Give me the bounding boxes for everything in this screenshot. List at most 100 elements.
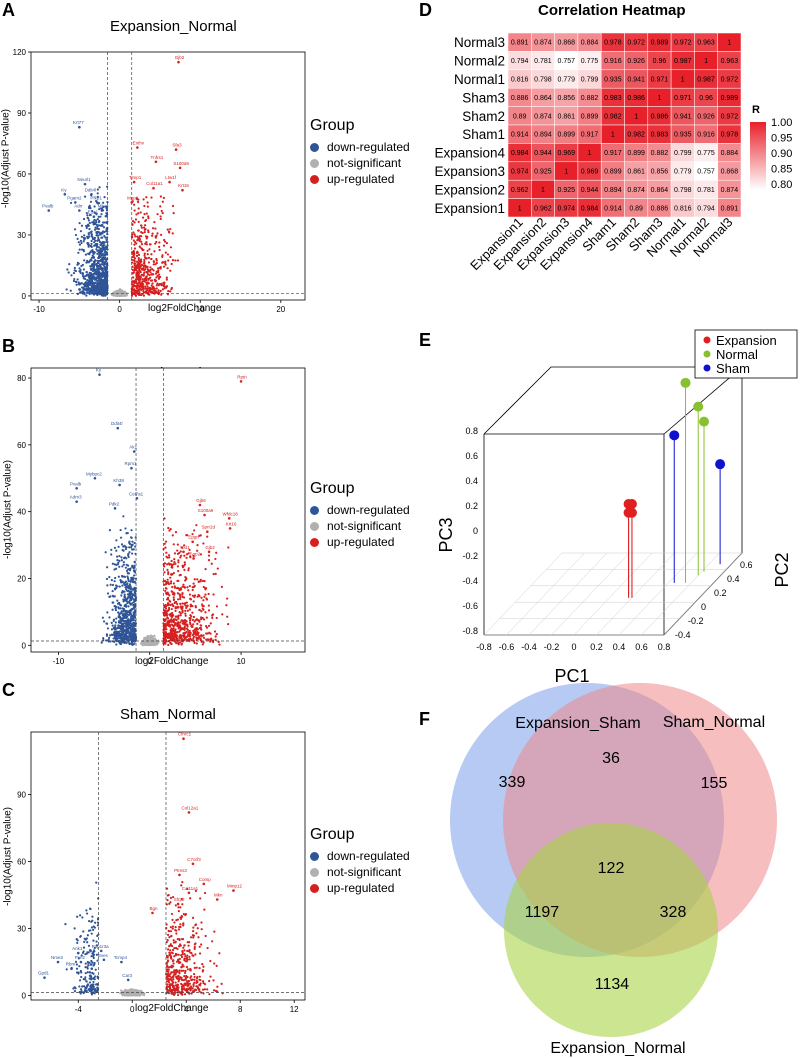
data-point [128, 551, 131, 554]
data-point [147, 217, 150, 220]
data-point [76, 261, 80, 264]
data-point [89, 250, 93, 253]
data-point [115, 549, 118, 552]
volcano-points [65, 185, 180, 297]
legend-title: Group [310, 826, 355, 843]
data-point [139, 287, 142, 290]
data-point [91, 254, 94, 257]
data-point [151, 232, 154, 235]
data-point [116, 599, 119, 602]
data-point [104, 286, 107, 289]
data-point [130, 529, 133, 532]
data-point [165, 285, 169, 288]
gene-label: Pgam2 [67, 195, 82, 200]
data-point [78, 291, 82, 294]
data-point [79, 270, 82, 274]
highlighted-gene-point [132, 180, 136, 184]
volcano-b-legend: Group down-regulated not-significant up-… [310, 480, 410, 550]
data-point [136, 254, 139, 257]
data-point [131, 540, 134, 543]
data-point [147, 256, 151, 259]
data-point [79, 239, 83, 242]
data-point [150, 234, 154, 237]
data-point [137, 253, 141, 256]
data-point [139, 282, 142, 285]
data-point [98, 289, 101, 293]
data-point [151, 287, 154, 290]
data-point [78, 248, 81, 251]
data-point [86, 235, 89, 238]
data-point [143, 252, 146, 255]
data-point [133, 243, 136, 246]
data-point [93, 260, 96, 263]
data-point [163, 240, 167, 243]
data-point [95, 245, 99, 249]
data-point [166, 267, 169, 270]
data-point [90, 277, 94, 280]
data-point [131, 566, 134, 569]
data-point [132, 231, 135, 234]
data-point [92, 251, 95, 255]
data-point [140, 235, 143, 238]
data-point [114, 621, 117, 624]
data-point [115, 539, 118, 542]
data-point [65, 288, 68, 291]
data-point [81, 275, 85, 278]
data-point [95, 231, 98, 234]
data-point [133, 209, 136, 212]
data-point [137, 220, 140, 223]
data-point [97, 259, 100, 262]
data-point [164, 260, 167, 263]
data-point [142, 248, 145, 252]
volcano-a-xlabel: log2FoldChange [148, 303, 222, 314]
data-point [156, 267, 160, 270]
data-point [82, 288, 85, 291]
data-point [137, 212, 140, 215]
legend-down: down-regulated [327, 849, 410, 863]
data-point [94, 282, 97, 285]
data-point [118, 559, 121, 562]
highlighted-gene-point [177, 60, 180, 64]
data-point [150, 253, 153, 256]
data-point [146, 273, 150, 276]
data-point [76, 237, 79, 240]
data-point [78, 222, 81, 225]
data-point [82, 217, 86, 221]
data-point [83, 195, 87, 198]
data-point [104, 274, 107, 277]
data-point [169, 227, 172, 231]
data-point [93, 205, 96, 208]
data-point [112, 619, 115, 622]
legend-up: up-regulated [327, 535, 395, 549]
highlighted-gene-point [174, 148, 178, 151]
data-point [78, 288, 81, 291]
data-point [147, 231, 150, 234]
data-point [154, 263, 157, 266]
y-tick-label: 40 [17, 508, 26, 517]
data-point [116, 602, 120, 605]
data-point [158, 241, 161, 244]
data-point [88, 235, 91, 238]
data-point [149, 279, 153, 282]
data-point [82, 240, 85, 243]
data-point [151, 227, 155, 230]
data-point [153, 634, 156, 637]
data-point [172, 212, 175, 215]
data-point [95, 268, 98, 271]
data-point [82, 277, 85, 280]
data-point [164, 263, 167, 266]
data-point [138, 275, 142, 279]
data-point [161, 288, 165, 291]
x-tick-label: 20 [276, 305, 285, 314]
ns-dot-icon [310, 867, 319, 877]
data-point [145, 283, 149, 286]
data-point [98, 286, 102, 289]
data-point [87, 233, 90, 236]
data-point [103, 261, 106, 264]
data-point [89, 258, 92, 261]
data-point [136, 277, 139, 281]
data-point [145, 636, 148, 639]
data-point [79, 230, 83, 233]
data-point [133, 257, 137, 260]
highlighted-gene-point [168, 180, 171, 184]
